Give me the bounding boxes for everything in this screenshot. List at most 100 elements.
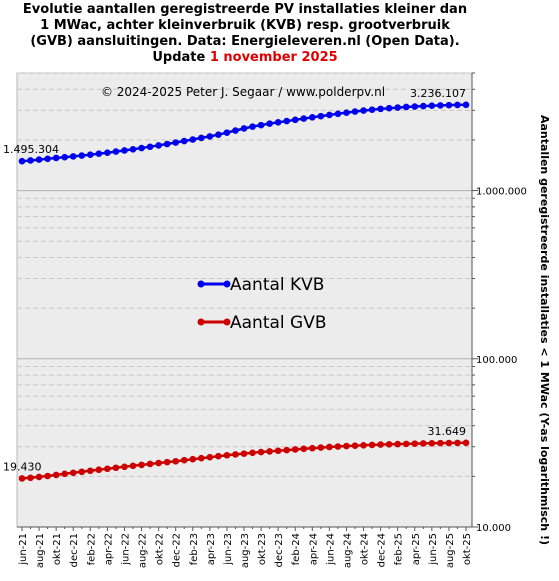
data-point: [146, 460, 154, 468]
copyright-text: © 2024-2025 Peter J. Segaar / www.polder…: [101, 85, 385, 99]
data-point: [454, 439, 461, 447]
data-point: [232, 451, 239, 458]
x-tick-label: dec-23: [274, 533, 285, 567]
x-tick-label: apr-23: [206, 533, 217, 565]
data-point: [445, 101, 453, 109]
data-label-start: 1.495.304: [3, 143, 59, 156]
data-point: [155, 142, 162, 149]
x-tick-label: okt-22: [155, 533, 166, 565]
legend-swatch-dot: [197, 318, 205, 326]
title-line-3: (GVB) aansluitingen. Data: Energielevere…: [30, 34, 460, 49]
data-point: [180, 456, 188, 464]
data-point: [420, 102, 427, 110]
data-point: [360, 107, 367, 114]
data-point: [198, 454, 205, 462]
data-label-start: 19.430: [3, 460, 42, 473]
data-point: [223, 129, 231, 136]
data-point: [377, 441, 384, 448]
data-point: [87, 151, 94, 158]
x-tick-label: dec-22: [172, 533, 183, 567]
data-point: [309, 114, 316, 121]
data-point: [61, 470, 68, 478]
series-kvb: [18, 101, 470, 165]
data-point: [266, 120, 273, 127]
data-point: [300, 115, 308, 122]
data-point: [163, 140, 171, 148]
data-point: [172, 457, 179, 465]
x-tick-label: okt-25: [462, 533, 473, 565]
data-point: [198, 134, 205, 142]
data-point: [377, 105, 384, 113]
data-point: [215, 131, 222, 138]
data-point: [394, 104, 401, 111]
data-point: [189, 136, 197, 143]
data-point: [172, 139, 179, 146]
data-point: [257, 121, 265, 129]
data-point: [78, 468, 86, 476]
data-point: [351, 108, 359, 115]
data-point: [78, 152, 86, 159]
data-point: [35, 473, 43, 481]
data-point: [44, 472, 51, 480]
data-point: [27, 157, 34, 164]
data-point: [69, 469, 77, 477]
legend-label: Aantal KVB: [230, 275, 324, 295]
y-tick-label: 100.000: [476, 355, 517, 366]
data-point: [283, 446, 290, 454]
x-tick-label: aug-22: [138, 533, 149, 568]
data-label-end: 3.236.107: [410, 87, 466, 100]
title-update-line: Update 1 november 2025: [0, 50, 490, 66]
data-point: [18, 157, 26, 165]
data-point: [462, 101, 470, 109]
plot-area: [16, 72, 473, 528]
data-point: [462, 439, 470, 447]
data-point: [163, 458, 171, 466]
data-point: [155, 459, 162, 467]
data-point: [394, 440, 401, 448]
data-point: [326, 443, 333, 451]
data-point: [334, 443, 342, 450]
x-tick-label: jun-22: [120, 533, 131, 566]
data-point: [121, 147, 128, 154]
data-point: [445, 439, 453, 447]
x-tick-label: jun-24: [325, 533, 336, 566]
data-point: [411, 440, 419, 447]
x-tick-label: jun-25: [428, 533, 439, 566]
data-point: [283, 117, 290, 125]
x-tick-label: apr-22: [103, 533, 114, 565]
data-point: [368, 106, 376, 114]
data-point: [215, 452, 222, 460]
data-point: [240, 125, 248, 132]
data-point: [138, 144, 145, 152]
data-point: [309, 444, 316, 452]
y-tick-label: 10.000: [476, 523, 511, 534]
data-point: [317, 444, 325, 451]
data-point: [95, 466, 103, 474]
data-point: [232, 127, 239, 134]
data-point: [112, 464, 120, 472]
title-line-2: 1 MWac, achter kleinverbruik (KVB) resp.…: [40, 18, 450, 33]
data-point: [300, 445, 308, 453]
x-tick-label: dec-21: [69, 533, 80, 567]
data-point: [368, 441, 376, 449]
data-point: [454, 101, 461, 109]
data-point: [420, 440, 427, 447]
data-point: [35, 156, 43, 163]
data-point: [428, 439, 436, 447]
data-point: [95, 150, 103, 157]
data-point: [223, 451, 231, 459]
data-point: [334, 110, 342, 118]
data-point: [343, 109, 350, 116]
legend-label: Aantal GVB: [230, 313, 327, 333]
data-point: [274, 119, 282, 126]
data-point: [385, 441, 393, 448]
update-date: 1 november 2025: [209, 50, 338, 65]
x-tick-label: aug-25: [445, 533, 456, 568]
data-point: [129, 462, 137, 470]
x-tick-label: jun-23: [223, 533, 234, 566]
x-tick-label: okt-23: [257, 533, 268, 565]
data-point: [87, 467, 94, 475]
x-tick-label: feb-23: [189, 533, 200, 565]
data-point: [52, 471, 60, 479]
